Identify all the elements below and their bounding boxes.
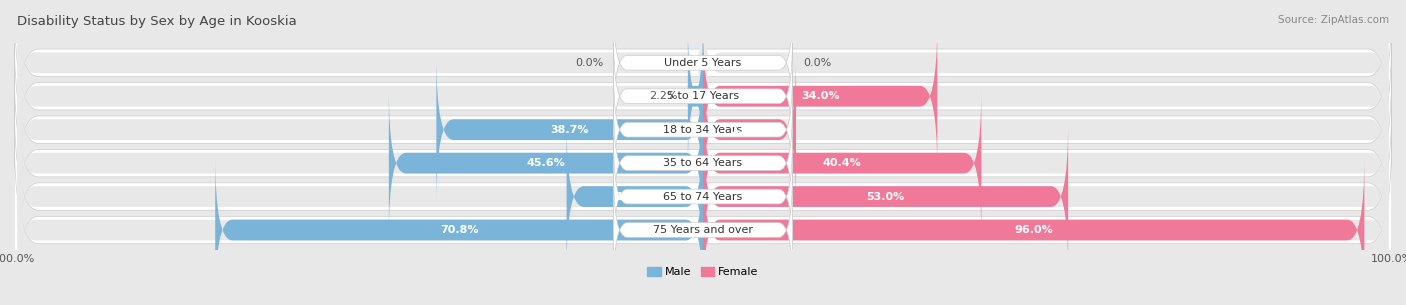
FancyBboxPatch shape	[703, 90, 1389, 236]
FancyBboxPatch shape	[703, 56, 1389, 203]
Text: Under 5 Years: Under 5 Years	[665, 58, 741, 68]
Text: 13.5%: 13.5%	[730, 125, 769, 135]
Text: 19.8%: 19.8%	[616, 192, 654, 202]
FancyBboxPatch shape	[17, 0, 703, 136]
FancyBboxPatch shape	[686, 23, 704, 170]
FancyBboxPatch shape	[703, 56, 796, 203]
FancyBboxPatch shape	[613, 137, 793, 256]
FancyBboxPatch shape	[567, 123, 703, 270]
Text: 18 to 34 Years: 18 to 34 Years	[664, 125, 742, 135]
FancyBboxPatch shape	[17, 123, 703, 270]
FancyBboxPatch shape	[703, 0, 1389, 136]
FancyBboxPatch shape	[14, 60, 1392, 267]
FancyBboxPatch shape	[613, 3, 793, 122]
FancyBboxPatch shape	[703, 157, 1389, 303]
FancyBboxPatch shape	[613, 170, 793, 289]
FancyBboxPatch shape	[14, 93, 1392, 300]
Text: 35 to 64 Years: 35 to 64 Years	[664, 158, 742, 168]
Text: 5 to 17 Years: 5 to 17 Years	[666, 91, 740, 101]
FancyBboxPatch shape	[14, 26, 1392, 233]
FancyBboxPatch shape	[17, 23, 703, 170]
FancyBboxPatch shape	[17, 56, 703, 203]
Text: 0.0%: 0.0%	[803, 58, 831, 68]
FancyBboxPatch shape	[14, 0, 1392, 199]
Text: 75 Years and over: 75 Years and over	[652, 225, 754, 235]
Legend: Male, Female: Male, Female	[643, 263, 763, 282]
FancyBboxPatch shape	[613, 104, 793, 223]
Text: 65 to 74 Years: 65 to 74 Years	[664, 192, 742, 202]
FancyBboxPatch shape	[703, 23, 1389, 170]
FancyBboxPatch shape	[436, 56, 703, 203]
FancyBboxPatch shape	[389, 90, 703, 236]
Text: 45.6%: 45.6%	[526, 158, 565, 168]
FancyBboxPatch shape	[215, 157, 703, 303]
FancyBboxPatch shape	[703, 123, 1069, 270]
FancyBboxPatch shape	[613, 37, 793, 156]
FancyBboxPatch shape	[703, 123, 1389, 270]
FancyBboxPatch shape	[14, 127, 1392, 305]
Text: 96.0%: 96.0%	[1014, 225, 1053, 235]
FancyBboxPatch shape	[613, 70, 793, 189]
Text: 53.0%: 53.0%	[866, 192, 904, 202]
Text: 34.0%: 34.0%	[801, 91, 839, 101]
Text: 2.2%: 2.2%	[650, 91, 678, 101]
FancyBboxPatch shape	[17, 157, 703, 303]
Text: 0.0%: 0.0%	[575, 58, 603, 68]
Text: Disability Status by Sex by Age in Kooskia: Disability Status by Sex by Age in Koosk…	[17, 15, 297, 28]
Text: Source: ZipAtlas.com: Source: ZipAtlas.com	[1278, 15, 1389, 25]
Text: 40.4%: 40.4%	[823, 158, 862, 168]
FancyBboxPatch shape	[14, 0, 1392, 166]
Text: 70.8%: 70.8%	[440, 225, 478, 235]
Text: 38.7%: 38.7%	[550, 125, 589, 135]
FancyBboxPatch shape	[703, 23, 938, 170]
FancyBboxPatch shape	[703, 90, 981, 236]
FancyBboxPatch shape	[703, 157, 1364, 303]
FancyBboxPatch shape	[17, 90, 703, 236]
